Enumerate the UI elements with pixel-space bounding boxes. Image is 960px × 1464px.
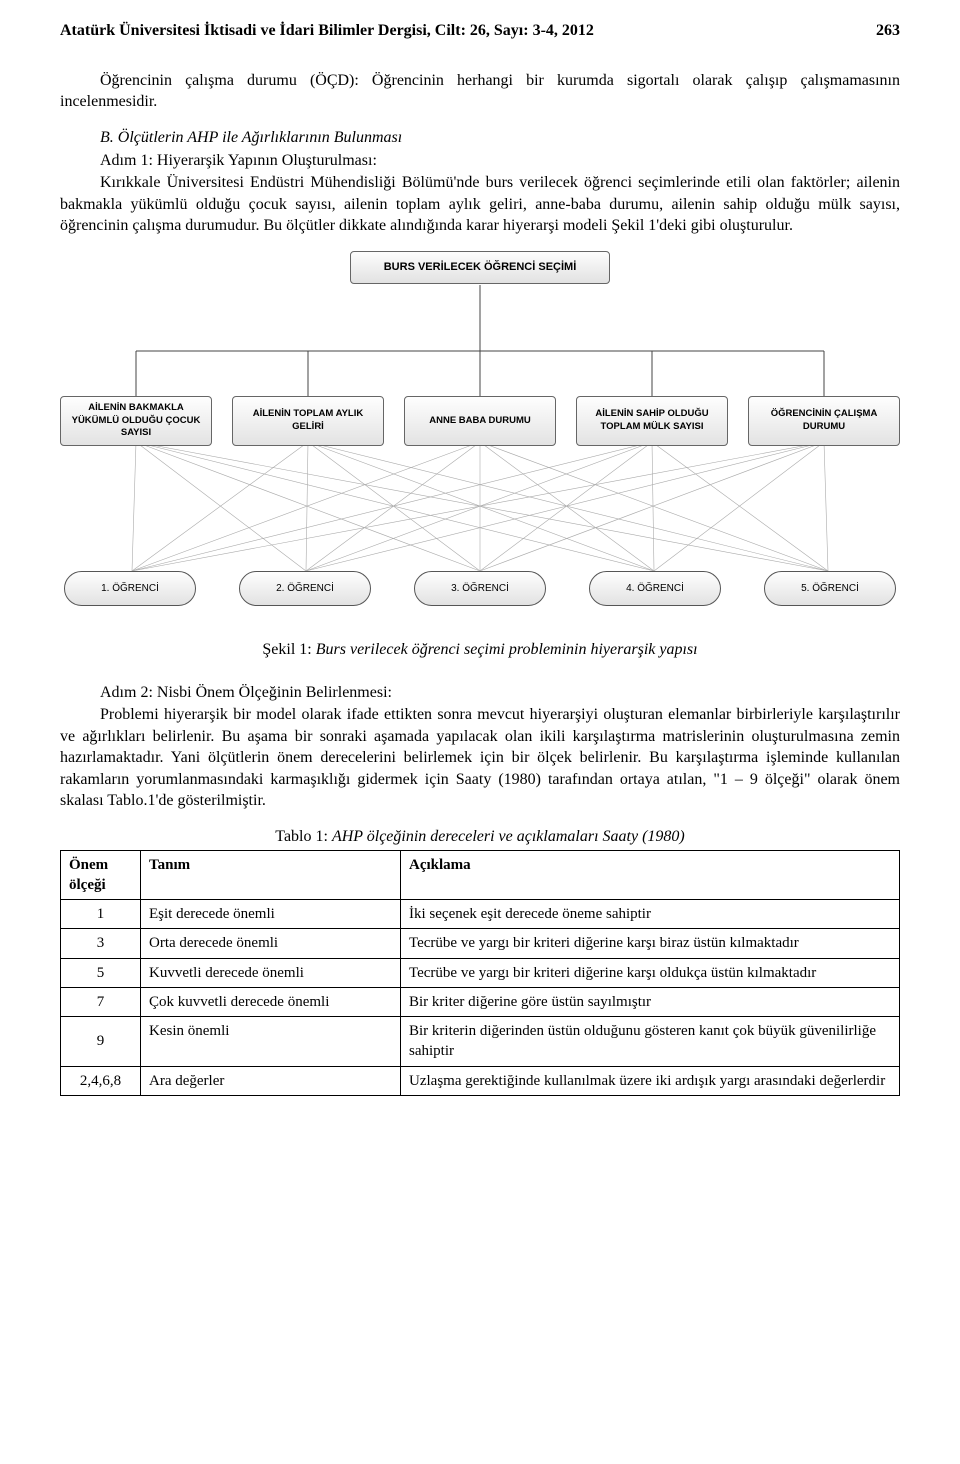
step2-heading: Adım 2: Nisbi Önem Ölçeğinin Belirlenmes… bbox=[60, 682, 900, 704]
criterion-node: ÖĞRENCİNİN ÇALIŞMA DURUMU bbox=[748, 396, 900, 446]
step1-heading: Adım 1: Hiyerarşik Yapının Oluşturulması… bbox=[60, 150, 900, 172]
criterion-node: ANNE BABA DURUMU bbox=[404, 396, 556, 446]
table1-caption-text: AHP ölçeğinin dereceleri ve açıklamaları… bbox=[332, 828, 685, 845]
cell-explanation: Tecrübe ve yargı bir kriteri diğerine ka… bbox=[401, 929, 900, 958]
cell-definition: Kesin önemli bbox=[141, 1017, 401, 1067]
page-header: Atatürk Üniversitesi İktisadi ve İdari B… bbox=[60, 20, 900, 42]
criterion-node: AİLENİN TOPLAM AYLIK GELİRİ bbox=[232, 396, 384, 446]
alternative-node: 4. ÖĞRENCİ bbox=[589, 571, 721, 607]
th-explanation: Açıklama bbox=[401, 850, 900, 900]
cell-scale: 3 bbox=[61, 929, 141, 958]
cell-scale: 2,4,6,8 bbox=[61, 1066, 141, 1095]
hierarchy-diagram: BURS VERİLECEK ÖĞRENCİ SEÇİMİ AİLENİN BA… bbox=[60, 251, 900, 621]
alternative-node: 1. ÖĞRENCİ bbox=[64, 571, 196, 607]
cell-explanation: Uzlaşma gerektiğinde kullanılmak üzere i… bbox=[401, 1066, 900, 1095]
table-header-row: Önem ölçeği Tanım Açıklama bbox=[61, 850, 900, 900]
table-body: 1 Eşit derecede önemli İki seçenek eşit … bbox=[61, 900, 900, 1096]
ahp-scale-table: Önem ölçeği Tanım Açıklama 1 Eşit derece… bbox=[60, 850, 900, 1096]
cell-definition: Eşit derecede önemli bbox=[141, 900, 401, 929]
goal-node: BURS VERİLECEK ÖĞRENCİ SEÇİMİ bbox=[350, 251, 610, 284]
figure1-caption-text: Burs verilecek öğrenci seçimi problemini… bbox=[316, 641, 698, 658]
table-row: 7 Çok kuvvetli derecede önemli Bir krite… bbox=[61, 987, 900, 1016]
table-row: 3 Orta derecede önemli Tecrübe ve yargı … bbox=[61, 929, 900, 958]
step2-body: Problemi hiyerarşik bir model olarak ifa… bbox=[60, 704, 900, 812]
cell-scale: 7 bbox=[61, 987, 141, 1016]
cell-scale: 5 bbox=[61, 958, 141, 987]
table1-caption: Tablo 1: AHP ölçeğinin dereceleri ve açı… bbox=[60, 826, 900, 848]
table-row: 2,4,6,8 Ara değerler Uzlaşma gerektiğind… bbox=[61, 1066, 900, 1095]
th-scale: Önem ölçeği bbox=[61, 850, 141, 900]
alternative-node: 5. ÖĞRENCİ bbox=[764, 571, 896, 607]
cell-explanation: İki seçenek eşit derecede öneme sahiptir bbox=[401, 900, 900, 929]
criteria-row: AİLENİN BAKMAKLA YÜKÜMLÜ OLDUĞU ÇOCUK SA… bbox=[60, 396, 900, 446]
paragraph-ocd: Öğrencinin çalışma durumu (ÖÇD): Öğrenci… bbox=[60, 70, 900, 113]
cell-explanation: Tecrübe ve yargı bir kriteri diğerine ka… bbox=[401, 958, 900, 987]
cell-definition: Orta derecede önemli bbox=[141, 929, 401, 958]
alternative-node: 2. ÖĞRENCİ bbox=[239, 571, 371, 607]
cell-scale: 1 bbox=[61, 900, 141, 929]
cell-definition: Kuvvetli derecede önemli bbox=[141, 958, 401, 987]
table-row: 1 Eşit derecede önemli İki seçenek eşit … bbox=[61, 900, 900, 929]
page-number: 263 bbox=[876, 20, 900, 42]
figure1-caption: Şekil 1: Burs verilecek öğrenci seçimi p… bbox=[60, 639, 900, 661]
table-row: 9 Kesin önemli Bir kriterin diğerinden ü… bbox=[61, 1017, 900, 1067]
table-row: 5 Kuvvetli derecede önemli Tecrübe ve ya… bbox=[61, 958, 900, 987]
criterion-node: AİLENİN SAHİP OLDUĞU TOPLAM MÜLK SAYISI bbox=[576, 396, 728, 446]
alternatives-row: 1. ÖĞRENCİ 2. ÖĞRENCİ 3. ÖĞRENCİ 4. ÖĞRE… bbox=[60, 571, 900, 607]
cell-definition: Çok kuvvetli derecede önemli bbox=[141, 987, 401, 1016]
cell-explanation: Bir kriter diğerine göre üstün sayılmışt… bbox=[401, 987, 900, 1016]
step1-body: Kırıkkale Üniversitesi Endüstri Mühendis… bbox=[60, 172, 900, 237]
journal-title: Atatürk Üniversitesi İktisadi ve İdari B… bbox=[60, 20, 594, 42]
cell-definition: Ara değerler bbox=[141, 1066, 401, 1095]
alternative-node: 3. ÖĞRENCİ bbox=[414, 571, 546, 607]
criterion-node: AİLENİN BAKMAKLA YÜKÜMLÜ OLDUĞU ÇOCUK SA… bbox=[60, 396, 212, 446]
figure1-label: Şekil 1: bbox=[262, 641, 315, 658]
th-definition: Tanım bbox=[141, 850, 401, 900]
table1-label: Tablo 1: bbox=[275, 828, 332, 845]
section-b-title: B. Ölçütlerin AHP ile Ağırlıklarının Bul… bbox=[60, 127, 900, 149]
cell-scale: 9 bbox=[61, 1017, 141, 1067]
cell-explanation: Bir kriterin diğerinden üstün olduğunu g… bbox=[401, 1017, 900, 1067]
